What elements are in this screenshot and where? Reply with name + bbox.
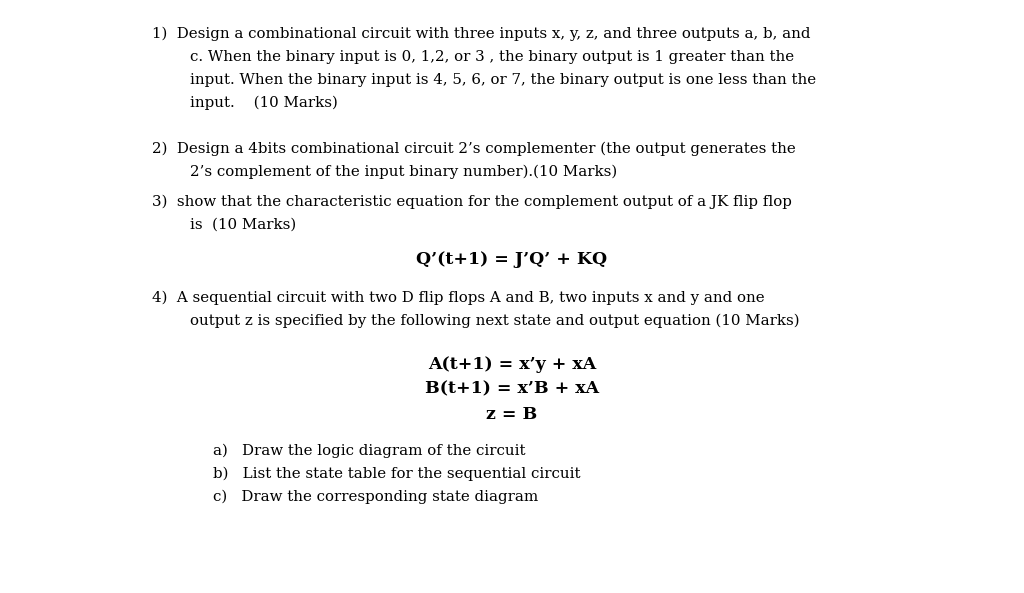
Text: 4)  A sequential circuit with two D flip flops A and B, two inputs x and y and o: 4) A sequential circuit with two D flip … [152,291,764,305]
Text: input. When the binary input is 4, 5, 6, or 7, the binary output is one less tha: input. When the binary input is 4, 5, 6,… [190,73,816,87]
Text: 2’s complement of the input binary number).(10 Marks): 2’s complement of the input binary numbe… [190,164,617,178]
Text: B(t+1) = x’B + xA: B(t+1) = x’B + xA [425,381,599,398]
Text: output z is specified by the following next state and output equation (10 Marks): output z is specified by the following n… [190,314,800,328]
Text: 2)  Design a 4bits combinational circuit 2’s complementer (the output generates : 2) Design a 4bits combinational circuit … [152,141,796,155]
Text: 1)  Design a combinational circuit with three inputs x, y, z, and three outputs : 1) Design a combinational circuit with t… [152,27,810,41]
Text: 3)  show that the characteristic equation for the complement output of a JK flip: 3) show that the characteristic equation… [152,195,792,209]
Text: b)   List the state table for the sequential circuit: b) List the state table for the sequenti… [213,467,581,481]
Text: a)   Draw the logic diagram of the circuit: a) Draw the logic diagram of the circuit [213,444,525,458]
Text: c. When the binary input is 0, 1,2, or 3 , the binary output is 1 greater than t: c. When the binary input is 0, 1,2, or 3… [190,50,795,64]
Text: z = B: z = B [486,406,538,423]
Text: A(t+1) = x’y + xA: A(t+1) = x’y + xA [428,356,596,373]
Text: c)   Draw the corresponding state diagram: c) Draw the corresponding state diagram [213,490,539,504]
Text: Q’(t+1) = J’Q’ + KQ: Q’(t+1) = J’Q’ + KQ [417,251,607,269]
Text: input.    (10 Marks): input. (10 Marks) [190,96,338,110]
Text: is  (10 Marks): is (10 Marks) [190,218,297,232]
